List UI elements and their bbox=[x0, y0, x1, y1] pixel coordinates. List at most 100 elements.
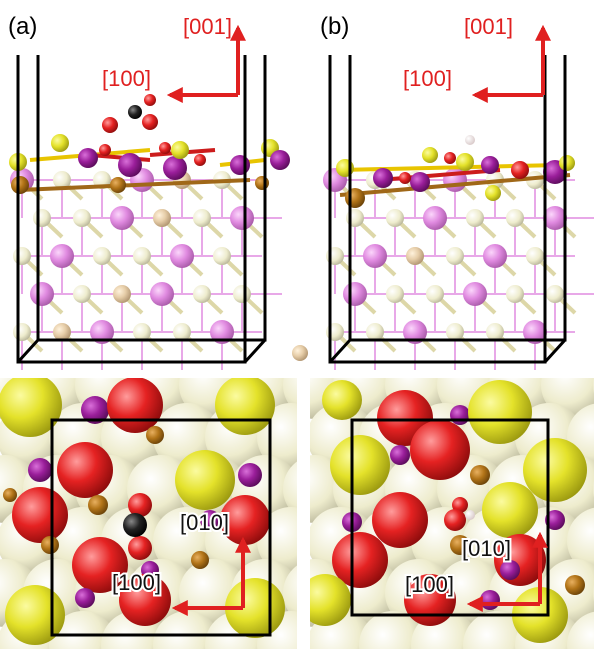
atom bbox=[213, 247, 231, 265]
atom bbox=[73, 209, 91, 227]
axis-label: [100] bbox=[102, 66, 151, 91]
atom bbox=[150, 282, 174, 306]
atom bbox=[500, 560, 520, 580]
atom bbox=[506, 285, 524, 303]
atom bbox=[373, 168, 393, 188]
atom bbox=[450, 405, 470, 425]
atom bbox=[446, 323, 464, 341]
atom bbox=[485, 185, 501, 201]
atom bbox=[41, 536, 59, 554]
atom bbox=[170, 244, 194, 268]
atom bbox=[426, 285, 444, 303]
axis-label: [001] bbox=[464, 14, 513, 39]
atom bbox=[468, 380, 532, 444]
axis-label: [010] bbox=[462, 536, 511, 561]
atom bbox=[50, 244, 74, 268]
atom bbox=[123, 513, 147, 537]
atom bbox=[99, 144, 111, 156]
atom bbox=[343, 282, 367, 306]
atom bbox=[171, 141, 189, 159]
atom bbox=[133, 247, 151, 265]
atom bbox=[406, 247, 424, 265]
atom bbox=[233, 285, 251, 303]
atom bbox=[128, 493, 152, 517]
atom bbox=[386, 209, 404, 227]
atom bbox=[386, 285, 404, 303]
atom bbox=[322, 380, 362, 420]
side-view bbox=[9, 94, 290, 370]
atom bbox=[28, 458, 52, 482]
atom bbox=[410, 420, 470, 480]
atom bbox=[483, 244, 507, 268]
cell-edge bbox=[350, 55, 565, 340]
atom bbox=[33, 209, 51, 227]
atom bbox=[543, 206, 567, 230]
atom bbox=[299, 574, 351, 626]
atom bbox=[330, 435, 390, 495]
bond bbox=[380, 170, 500, 180]
axis-label: [010] bbox=[180, 510, 229, 535]
atom bbox=[11, 176, 29, 194]
atom bbox=[390, 445, 410, 465]
atom bbox=[110, 206, 134, 230]
atom bbox=[13, 247, 31, 265]
atom bbox=[480, 590, 500, 610]
cell-edge bbox=[18, 55, 245, 362]
atom bbox=[73, 285, 91, 303]
atom bbox=[465, 510, 475, 520]
atom bbox=[399, 172, 411, 184]
atom bbox=[444, 152, 456, 164]
side-view bbox=[292, 135, 594, 370]
atom bbox=[481, 156, 499, 174]
atom bbox=[463, 282, 487, 306]
atom bbox=[193, 285, 211, 303]
atom bbox=[12, 487, 68, 543]
atom bbox=[88, 495, 108, 515]
axis-label: [001] bbox=[183, 14, 232, 39]
atom bbox=[363, 244, 387, 268]
atom bbox=[175, 450, 235, 510]
atom bbox=[345, 188, 365, 208]
atom bbox=[238, 463, 262, 487]
atom bbox=[372, 492, 428, 548]
axis-label: [100] bbox=[403, 66, 452, 91]
atom bbox=[163, 156, 187, 180]
atom bbox=[270, 150, 290, 170]
atom bbox=[559, 155, 575, 171]
cell-edge bbox=[330, 340, 350, 362]
atom bbox=[30, 282, 54, 306]
atom bbox=[146, 426, 164, 444]
atom bbox=[523, 438, 587, 502]
cell-edge bbox=[245, 340, 265, 362]
atom bbox=[444, 509, 466, 531]
atom bbox=[366, 323, 384, 341]
atom bbox=[526, 247, 544, 265]
panel-label: (a) bbox=[8, 13, 37, 40]
atom bbox=[159, 142, 171, 154]
atom bbox=[422, 147, 438, 163]
atom bbox=[465, 135, 475, 145]
atom bbox=[118, 153, 142, 177]
atom bbox=[128, 105, 142, 119]
atom bbox=[230, 155, 250, 175]
atom bbox=[193, 209, 211, 227]
atom bbox=[486, 323, 504, 341]
atom bbox=[133, 323, 151, 341]
atom bbox=[102, 117, 118, 133]
atom bbox=[194, 154, 206, 166]
panel-label: (b) bbox=[320, 13, 349, 40]
atom bbox=[423, 206, 447, 230]
atom bbox=[57, 442, 113, 498]
atom bbox=[470, 465, 490, 485]
atom bbox=[456, 153, 474, 171]
axis-label: [100] bbox=[112, 570, 161, 595]
atom bbox=[78, 148, 98, 168]
atom bbox=[75, 588, 95, 608]
atom bbox=[230, 206, 254, 230]
atom bbox=[113, 285, 131, 303]
atom bbox=[53, 323, 71, 341]
atom bbox=[506, 209, 524, 227]
atom-renderings bbox=[0, 94, 594, 649]
atom bbox=[13, 323, 31, 341]
atom bbox=[173, 323, 191, 341]
